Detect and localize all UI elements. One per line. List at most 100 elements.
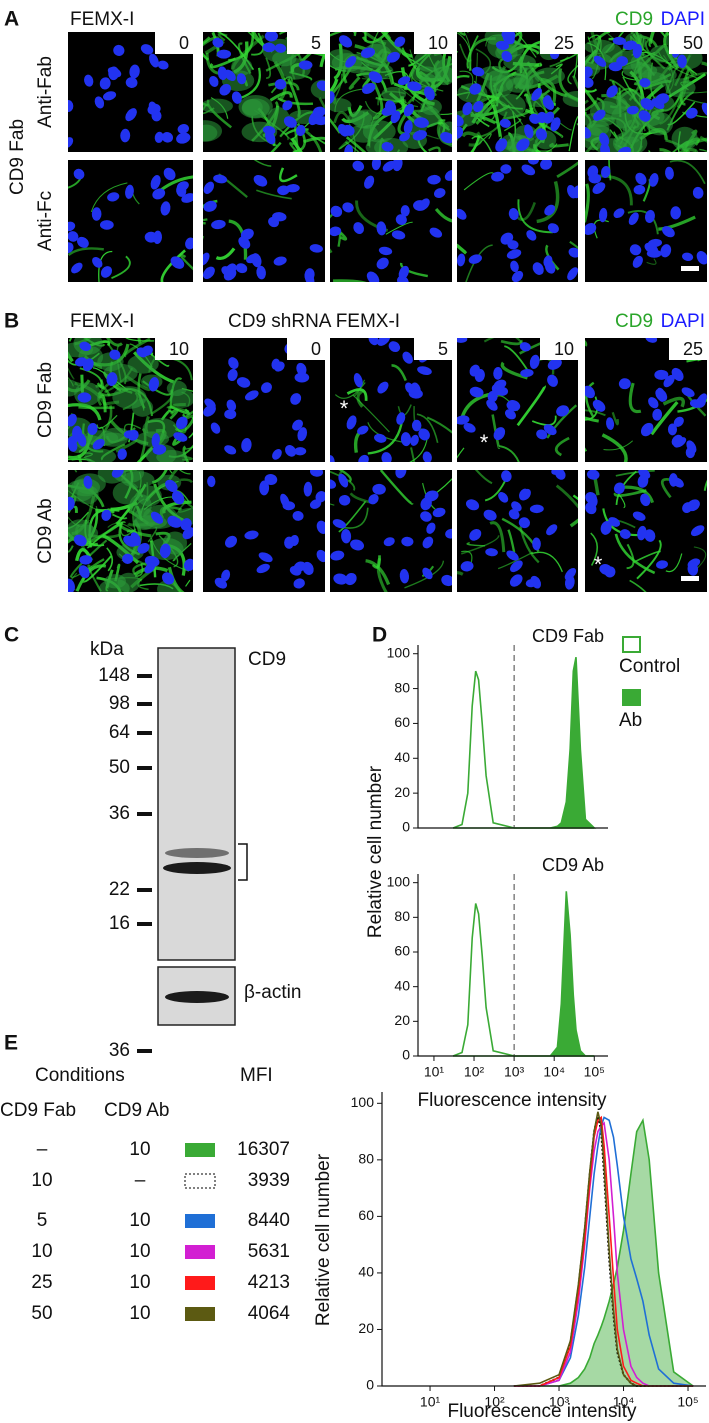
nucleus bbox=[125, 184, 134, 199]
nucleus bbox=[289, 534, 299, 546]
nucleus bbox=[401, 536, 414, 547]
cd9-stain bbox=[585, 88, 598, 93]
nucleus bbox=[224, 409, 237, 420]
micrograph bbox=[68, 338, 193, 462]
cd9-stain bbox=[330, 78, 339, 95]
nucleus bbox=[457, 114, 464, 127]
nucleus bbox=[592, 399, 606, 412]
nucleus bbox=[109, 349, 121, 360]
nucleus bbox=[282, 100, 293, 111]
cd9-stain bbox=[572, 75, 578, 90]
cd9-stain bbox=[107, 508, 120, 512]
nucleus bbox=[68, 242, 74, 254]
cd9-stain bbox=[111, 255, 131, 280]
cell-body bbox=[420, 98, 442, 116]
cd9-stain bbox=[302, 128, 323, 152]
nucleus bbox=[342, 202, 354, 213]
cd9-stain bbox=[457, 447, 465, 459]
y-tick-label: 20 bbox=[358, 1320, 374, 1336]
cd9-stain bbox=[536, 119, 564, 138]
nucleus bbox=[151, 433, 160, 448]
nucleus bbox=[292, 510, 304, 521]
y-tick-label: 40 bbox=[394, 977, 410, 993]
cell-body bbox=[360, 62, 394, 81]
cd9-stain bbox=[73, 505, 78, 514]
nucleus bbox=[99, 77, 111, 90]
cd9-stain bbox=[585, 183, 590, 223]
nucleus bbox=[544, 204, 556, 216]
nucleus bbox=[510, 260, 519, 273]
nucleus bbox=[330, 91, 335, 104]
nucleus bbox=[304, 271, 315, 282]
nucleus bbox=[547, 374, 558, 387]
nucleus bbox=[504, 409, 516, 420]
cd9-stain bbox=[334, 382, 366, 399]
concentration-box bbox=[287, 338, 325, 360]
nucleus bbox=[493, 427, 506, 441]
micrograph bbox=[68, 470, 193, 592]
nucleus bbox=[403, 120, 413, 135]
cd9-stain bbox=[137, 338, 142, 344]
y-tick-label: 40 bbox=[358, 1264, 374, 1280]
nucleus bbox=[258, 552, 273, 563]
nucleus bbox=[338, 35, 353, 48]
concentration-label: 5 bbox=[438, 339, 448, 359]
cd9-stain bbox=[319, 51, 325, 68]
cd9-stain bbox=[585, 447, 588, 452]
nucleus bbox=[92, 438, 105, 450]
cd9-stain bbox=[318, 97, 325, 112]
cell-line-label: CD9 shRNA FEMX-I bbox=[228, 311, 400, 332]
nucleus bbox=[394, 36, 406, 47]
nucleus bbox=[689, 399, 702, 408]
cd9-stain bbox=[602, 508, 641, 537]
nucleus bbox=[635, 172, 647, 185]
cd9-stain bbox=[498, 445, 520, 462]
nucleus bbox=[457, 338, 468, 343]
cd9-stain bbox=[338, 500, 367, 533]
nucleus bbox=[427, 174, 441, 185]
x-tick-label: 10³ bbox=[549, 1394, 570, 1410]
nucleus bbox=[499, 118, 511, 128]
nucleus bbox=[71, 262, 83, 274]
nucleus bbox=[677, 54, 687, 68]
cd9-stain bbox=[416, 413, 439, 443]
x-tick-label: 10⁵ bbox=[584, 1064, 605, 1080]
cd9-stain bbox=[648, 149, 651, 152]
nucleus bbox=[402, 351, 413, 364]
nucleus bbox=[330, 479, 337, 489]
nucleus bbox=[173, 432, 188, 442]
cell-body bbox=[136, 485, 162, 507]
cd9-stain bbox=[188, 416, 193, 439]
nucleus bbox=[368, 494, 379, 505]
cd9-stain bbox=[531, 415, 557, 426]
nucleus bbox=[687, 562, 699, 576]
nucleus bbox=[585, 222, 597, 236]
x-tick-label: 10² bbox=[464, 1064, 485, 1080]
nucleus bbox=[397, 275, 409, 282]
nucleus bbox=[381, 452, 392, 462]
nucleus bbox=[338, 494, 351, 506]
nucleus bbox=[673, 437, 687, 448]
marker-label: 64 bbox=[109, 722, 131, 743]
nucleus bbox=[468, 254, 482, 264]
concentration-label: 0 bbox=[311, 339, 321, 359]
micrograph bbox=[457, 160, 578, 282]
cd9-stain bbox=[172, 543, 192, 562]
cell-body bbox=[203, 98, 233, 114]
nucleus bbox=[599, 132, 610, 147]
concentration-box bbox=[540, 338, 578, 360]
nucleus bbox=[83, 475, 93, 489]
nucleus bbox=[644, 529, 656, 542]
asterisk: * bbox=[594, 552, 603, 577]
cd9-stain bbox=[333, 73, 343, 101]
nucleus bbox=[120, 128, 131, 143]
nucleus bbox=[78, 565, 90, 579]
cd9-stain bbox=[590, 532, 599, 566]
nucleus bbox=[225, 263, 237, 276]
marker-label: 22 bbox=[109, 879, 130, 900]
cd9-stain bbox=[391, 364, 407, 382]
nucleus bbox=[396, 412, 406, 425]
nucleus bbox=[141, 345, 153, 356]
nucleus bbox=[487, 390, 498, 403]
nucleus bbox=[172, 490, 185, 505]
